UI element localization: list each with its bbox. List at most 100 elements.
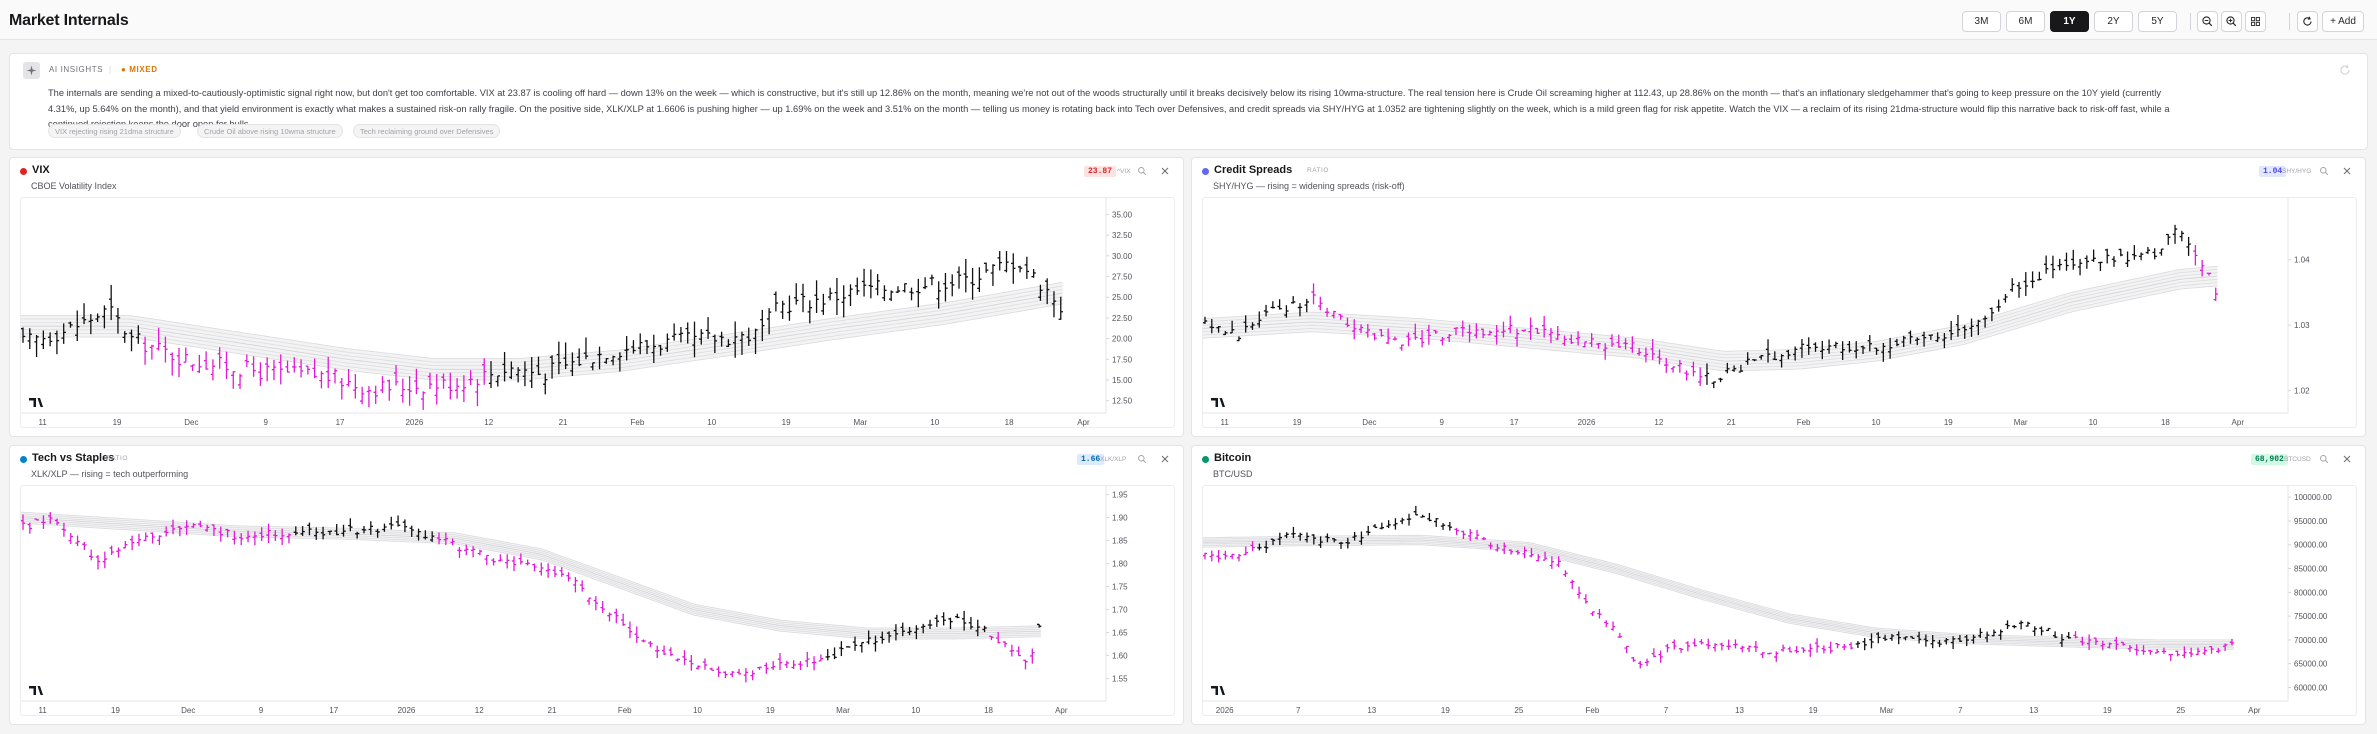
ohlc-bar <box>1556 556 1561 568</box>
ohlc-bar <box>1969 318 1974 337</box>
ohlc-bar <box>682 650 687 665</box>
x-tick-label: 13 <box>1735 706 1744 715</box>
refresh-button[interactable] <box>2297 11 2318 32</box>
ohlc-bar <box>746 327 751 346</box>
insights-refresh-icon[interactable] <box>2339 64 2351 76</box>
ohlc-bar <box>2125 251 2130 268</box>
ma-line <box>1203 282 2218 369</box>
ohlc-bar <box>1908 330 1913 344</box>
bitcoin-chart-svg: 100000.00 95000.00 90000.00 85000.00 80000.0… <box>1203 486 2332 715</box>
ohlc-bar <box>1051 291 1057 318</box>
ohlc-bar <box>1792 346 1798 361</box>
ohlc-bar <box>461 375 467 402</box>
value-badge: 23.87 <box>1084 166 1117 177</box>
ohlc-bar <box>2059 633 2065 647</box>
ohlc-bar <box>590 362 595 371</box>
range-3m-button[interactable]: 3M <box>1962 11 2001 32</box>
ohlc-bar <box>651 334 656 364</box>
ohlc-bar <box>963 258 969 293</box>
ohlc-bar <box>1359 531 1364 545</box>
expand-icon[interactable] <box>1137 166 1147 176</box>
ohlc-bar <box>1345 317 1350 328</box>
ohlc-bar <box>2093 637 2099 645</box>
ohlc-bar <box>1420 514 1425 518</box>
zoom-out-button[interactable] <box>2197 11 2218 32</box>
x-tick-label: 13 <box>2029 706 2038 715</box>
ohlc-bar <box>552 565 558 577</box>
ma-line <box>1203 539 2234 646</box>
tech-vs-staples-chart[interactable]: 1.95 1.90 1.85 1.80 1.75 1.70 1.65 1.60 1.55 11 19… <box>20 485 1175 716</box>
vix-chart[interactable]: 35.00 32.50 30.00 27.50 25.00 22.50 20.00 17.50… <box>20 197 1175 428</box>
ohlc-bar <box>583 337 589 360</box>
close-icon[interactable] <box>1160 454 1170 464</box>
ohlc-bar <box>1311 534 1317 545</box>
ohlc-bar <box>2010 278 2015 292</box>
refresh-icon <box>2303 16 2312 26</box>
x-tick-label: 25 <box>2176 706 2185 715</box>
ohlc-bar <box>982 625 987 633</box>
ohlc-bar <box>1677 359 1683 373</box>
ohlc-bar <box>614 608 619 624</box>
ohlc-bar <box>868 269 874 299</box>
grid-layout-button[interactable] <box>2245 11 2266 32</box>
ohlc-bar <box>873 635 878 652</box>
ohlc-bar <box>929 274 935 286</box>
expand-icon[interactable] <box>2319 166 2329 176</box>
ohlc-bar <box>736 668 742 675</box>
x-tick-label: 10 <box>693 706 702 715</box>
ohlc-bar <box>791 660 796 670</box>
x-tick-label: 7 <box>1296 706 1301 715</box>
zoom-in-button[interactable] <box>2221 11 2242 32</box>
ma-line <box>1203 534 2234 641</box>
series-dot <box>1202 456 1209 463</box>
range-5y-button[interactable]: 5Y <box>2138 11 2177 32</box>
ohlc-bar <box>2016 281 2022 298</box>
ohlc-bar <box>539 562 544 576</box>
close-icon[interactable] <box>2342 454 2352 464</box>
insight-chip[interactable]: Tech reclaiming ground over Defensives <box>353 124 501 138</box>
ohlc-bar <box>1529 548 1534 558</box>
range-1y-button[interactable]: 1Y <box>2050 11 2089 32</box>
panel-tag: RATIO <box>1307 167 1329 174</box>
ohlc-bar <box>855 277 860 295</box>
range-6m-button[interactable]: 6M <box>2006 11 2045 32</box>
x-tick-label: 25 <box>1514 706 1523 715</box>
bitcoin-chart[interactable]: 100000.00 95000.00 90000.00 85000.00 80000.0… <box>1202 485 2357 716</box>
ohlc-bar <box>346 368 351 387</box>
ohlc-bar <box>1508 549 1514 555</box>
ohlc-bar <box>821 293 826 315</box>
ma-line <box>1203 285 2218 372</box>
ohlc-bar <box>2209 646 2214 654</box>
ohlc-bar <box>387 379 392 401</box>
close-icon[interactable] <box>1160 166 1170 176</box>
ohlc-bar <box>298 359 304 378</box>
expand-icon[interactable] <box>1137 454 1147 464</box>
ohlc-bar <box>2037 271 2042 281</box>
add-button[interactable]: + Add <box>2322 11 2364 32</box>
insight-chip[interactable]: Crude Oil above rising 10wma structure <box>197 124 343 138</box>
ohlc-bar <box>1808 643 1813 657</box>
ohlc-bar <box>1324 307 1330 317</box>
insight-chip[interactable]: VIX rejecting rising 21dma structure <box>48 124 181 138</box>
close-icon[interactable] <box>2342 166 2352 176</box>
ohlc-bar <box>429 531 435 542</box>
ohlc-bar <box>326 356 331 388</box>
x-tick-label: 7 <box>1664 706 1669 715</box>
ohlc-bar <box>695 665 701 670</box>
ohlc-bar <box>743 668 749 683</box>
ohlc-bar <box>956 266 962 289</box>
ohlc-bar <box>1386 520 1391 529</box>
ohlc-bar <box>1882 634 1888 641</box>
ma-line <box>1203 265 2218 352</box>
credit-spreads-chart[interactable]: 1.04 1.03 1.02 11 19 Dec 9 17 2026 12 21 Feb 10 19 Mar… <box>1202 197 2357 428</box>
expand-icon[interactable] <box>2319 454 2329 464</box>
ohlc-bar <box>163 336 168 363</box>
ohlc-bar <box>477 549 483 556</box>
ohlc-bar <box>319 371 324 389</box>
range-2y-button[interactable]: 2Y <box>2094 11 2133 32</box>
ohlc-bar <box>2107 642 2112 649</box>
ohlc-bar <box>245 530 251 543</box>
ohlc-bar <box>1991 629 1997 637</box>
x-tick-label: 18 <box>984 706 993 715</box>
ohlc-bar <box>936 281 941 309</box>
